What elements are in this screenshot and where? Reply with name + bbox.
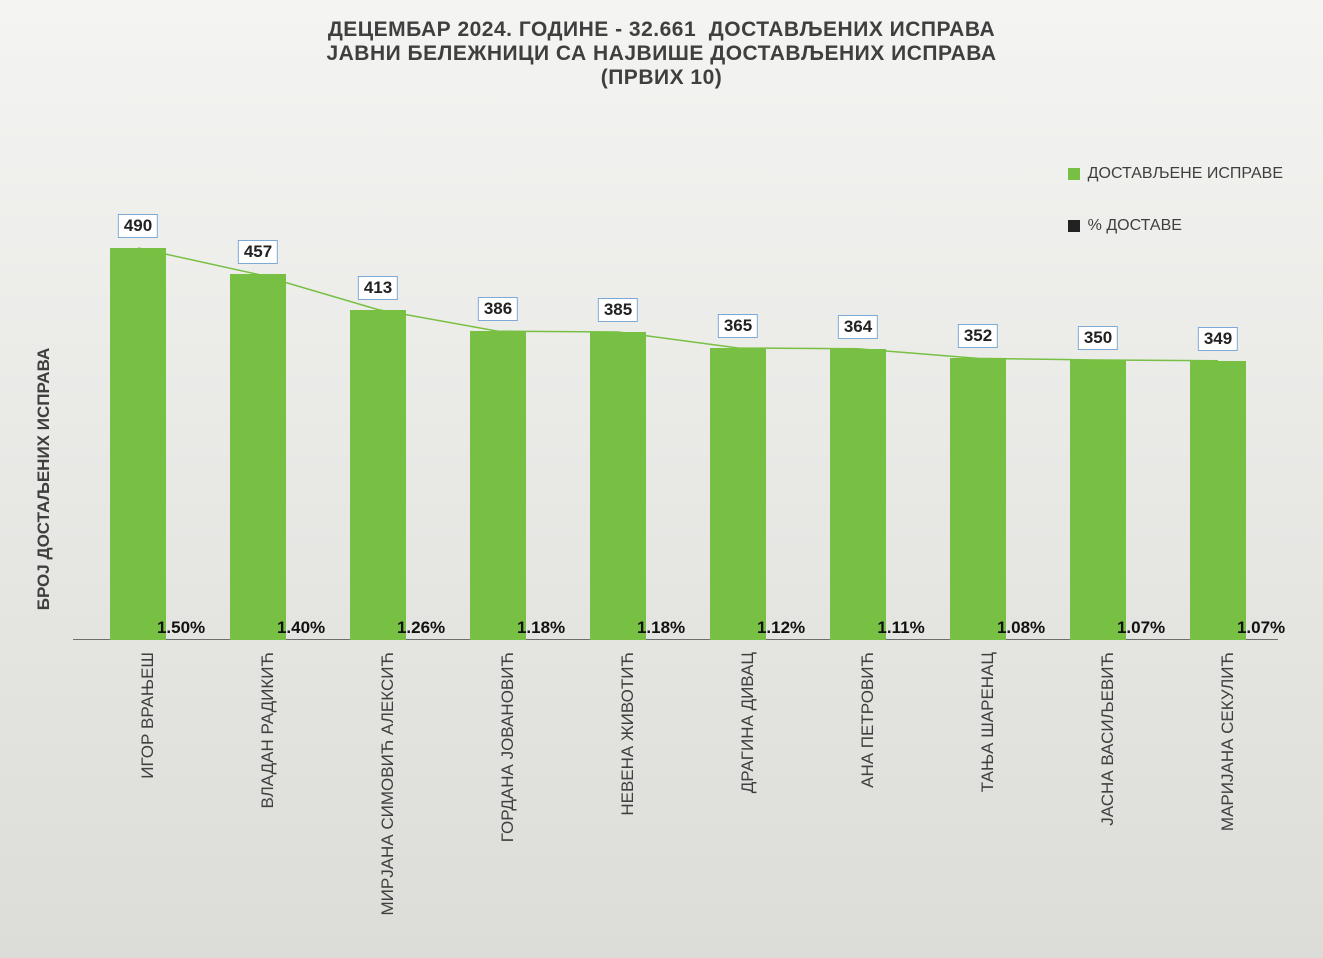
chart-title-line: ЈАВНИ БЕЛЕЖНИЦИ СА НАЈВИШЕ ДОСТАВЉЕНИХ И… xyxy=(0,42,1323,66)
legend-swatch xyxy=(1068,220,1080,232)
category-label: ВЛАДАН РАДИКИЋ xyxy=(258,652,278,809)
category-label: ДРАГИНА ДИВАЦ xyxy=(738,652,758,793)
y-axis-title: БРОЈ ДОСТАЉЕНИХ ИСПРАВА xyxy=(34,348,54,611)
legend-item: ДОСТАВЉЕНЕ ИСПРАВЕ xyxy=(1068,165,1283,183)
category-label: НЕВЕНА ЖИВОТИЋ xyxy=(618,652,638,816)
category-labels-layer: ИГОР ВРАЊЕШВЛАДАН РАДИКИЋМИРЈАНА СИМОВИЋ… xyxy=(78,240,1278,640)
chart-title-line: ДЕЦЕМБАР 2024. ГОДИНЕ - 32.661 ДОСТАВЉЕН… xyxy=(0,18,1323,42)
plot-area: 490457413386385365364352350349 1.50%1.40… xyxy=(78,240,1278,640)
chart-root: ДЕЦЕМБАР 2024. ГОДИНЕ - 32.661 ДОСТАВЉЕН… xyxy=(0,0,1323,958)
category-label: МИРЈАНА СИМОВИЋ АЛЕКСИЋ xyxy=(378,652,398,916)
category-label: ГОРДАНА ЈОВАНОВИЋ xyxy=(498,652,518,842)
chart-title-line: (ПРВИХ 10) xyxy=(0,66,1323,90)
legend-item: % ДОСТАВЕ xyxy=(1068,217,1283,235)
bar-value-label: 490 xyxy=(118,214,158,238)
category-label: МАРИЈАНА СЕКУЛИЋ xyxy=(1218,652,1238,831)
category-label: АНА ПЕТРОВИЋ xyxy=(858,652,878,788)
chart-title: ДЕЦЕМБАР 2024. ГОДИНЕ - 32.661 ДОСТАВЉЕН… xyxy=(0,18,1323,90)
category-label: ИГОР ВРАЊЕШ xyxy=(138,652,158,779)
category-label: ТАЊА ШАРЕНАЦ xyxy=(978,652,998,792)
legend-swatch xyxy=(1068,168,1080,180)
legend-label: ДОСТАВЉЕНЕ ИСПРАВЕ xyxy=(1088,165,1283,183)
legend-label: % ДОСТАВЕ xyxy=(1088,217,1182,235)
category-label: ЈАСНА ВАСИЉЕВИЋ xyxy=(1098,652,1118,826)
